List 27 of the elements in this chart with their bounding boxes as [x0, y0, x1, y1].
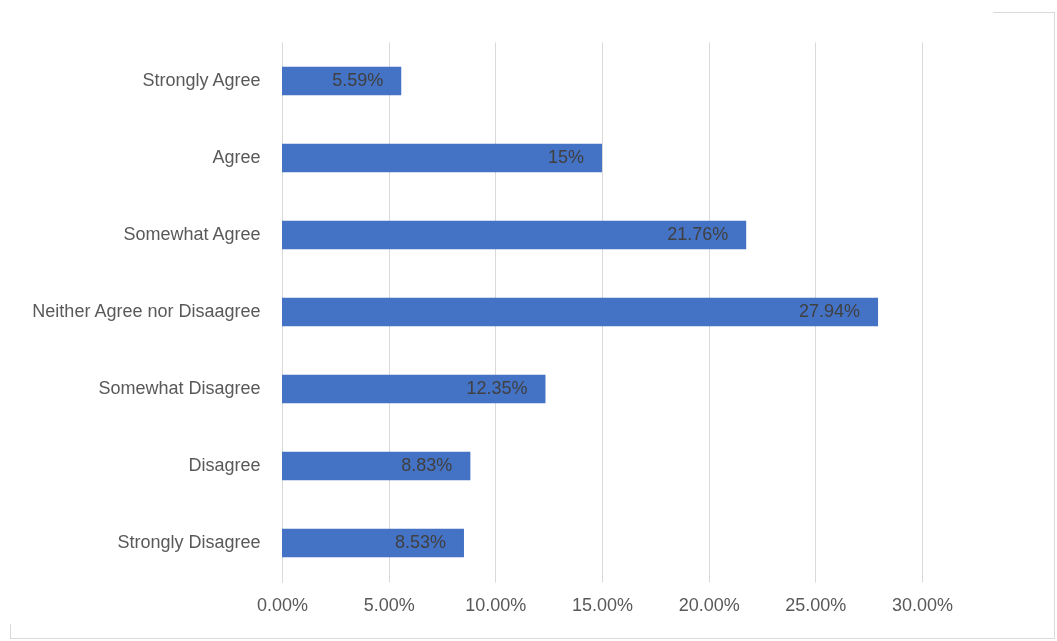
- bar: [282, 220, 747, 250]
- y-tick-label: Disagree: [188, 455, 261, 476]
- x-tick-label: 15.00%: [571, 594, 634, 615]
- x-tick-label: 20.00%: [678, 594, 740, 615]
- data-label: 21.76%: [667, 223, 729, 244]
- data-label: 27.94%: [798, 301, 861, 321]
- data-label: 15%: [547, 146, 584, 167]
- y-tick-label: Somewhat Agree: [123, 223, 261, 244]
- y-tick-label: Strongly Disagree: [117, 532, 261, 553]
- bar: [282, 451, 471, 481]
- y-tick-label: Strongly Agree: [142, 69, 261, 90]
- x-tick-label: 5.00%: [363, 594, 415, 615]
- y-tick-label: Agree: [212, 146, 261, 167]
- x-tick-label: 30.00%: [891, 594, 954, 615]
- bar: [282, 374, 546, 404]
- data-label: 5.59%: [332, 69, 384, 90]
- bar: [282, 528, 464, 558]
- x-tick-label: 10.00%: [465, 594, 527, 615]
- x-tick-label: 0.00%: [256, 594, 309, 615]
- bar: [282, 297, 879, 327]
- x-tick-label: 25.00%: [785, 594, 847, 615]
- bar: [282, 143, 602, 173]
- data-label: 8.83%: [401, 455, 453, 476]
- data-label: 8.53%: [394, 532, 446, 553]
- y-tick-label: Neither Agree nor Disaagree: [32, 301, 261, 321]
- y-tick-label: Somewhat Disagree: [98, 378, 261, 399]
- data-label: 12.35%: [466, 378, 528, 399]
